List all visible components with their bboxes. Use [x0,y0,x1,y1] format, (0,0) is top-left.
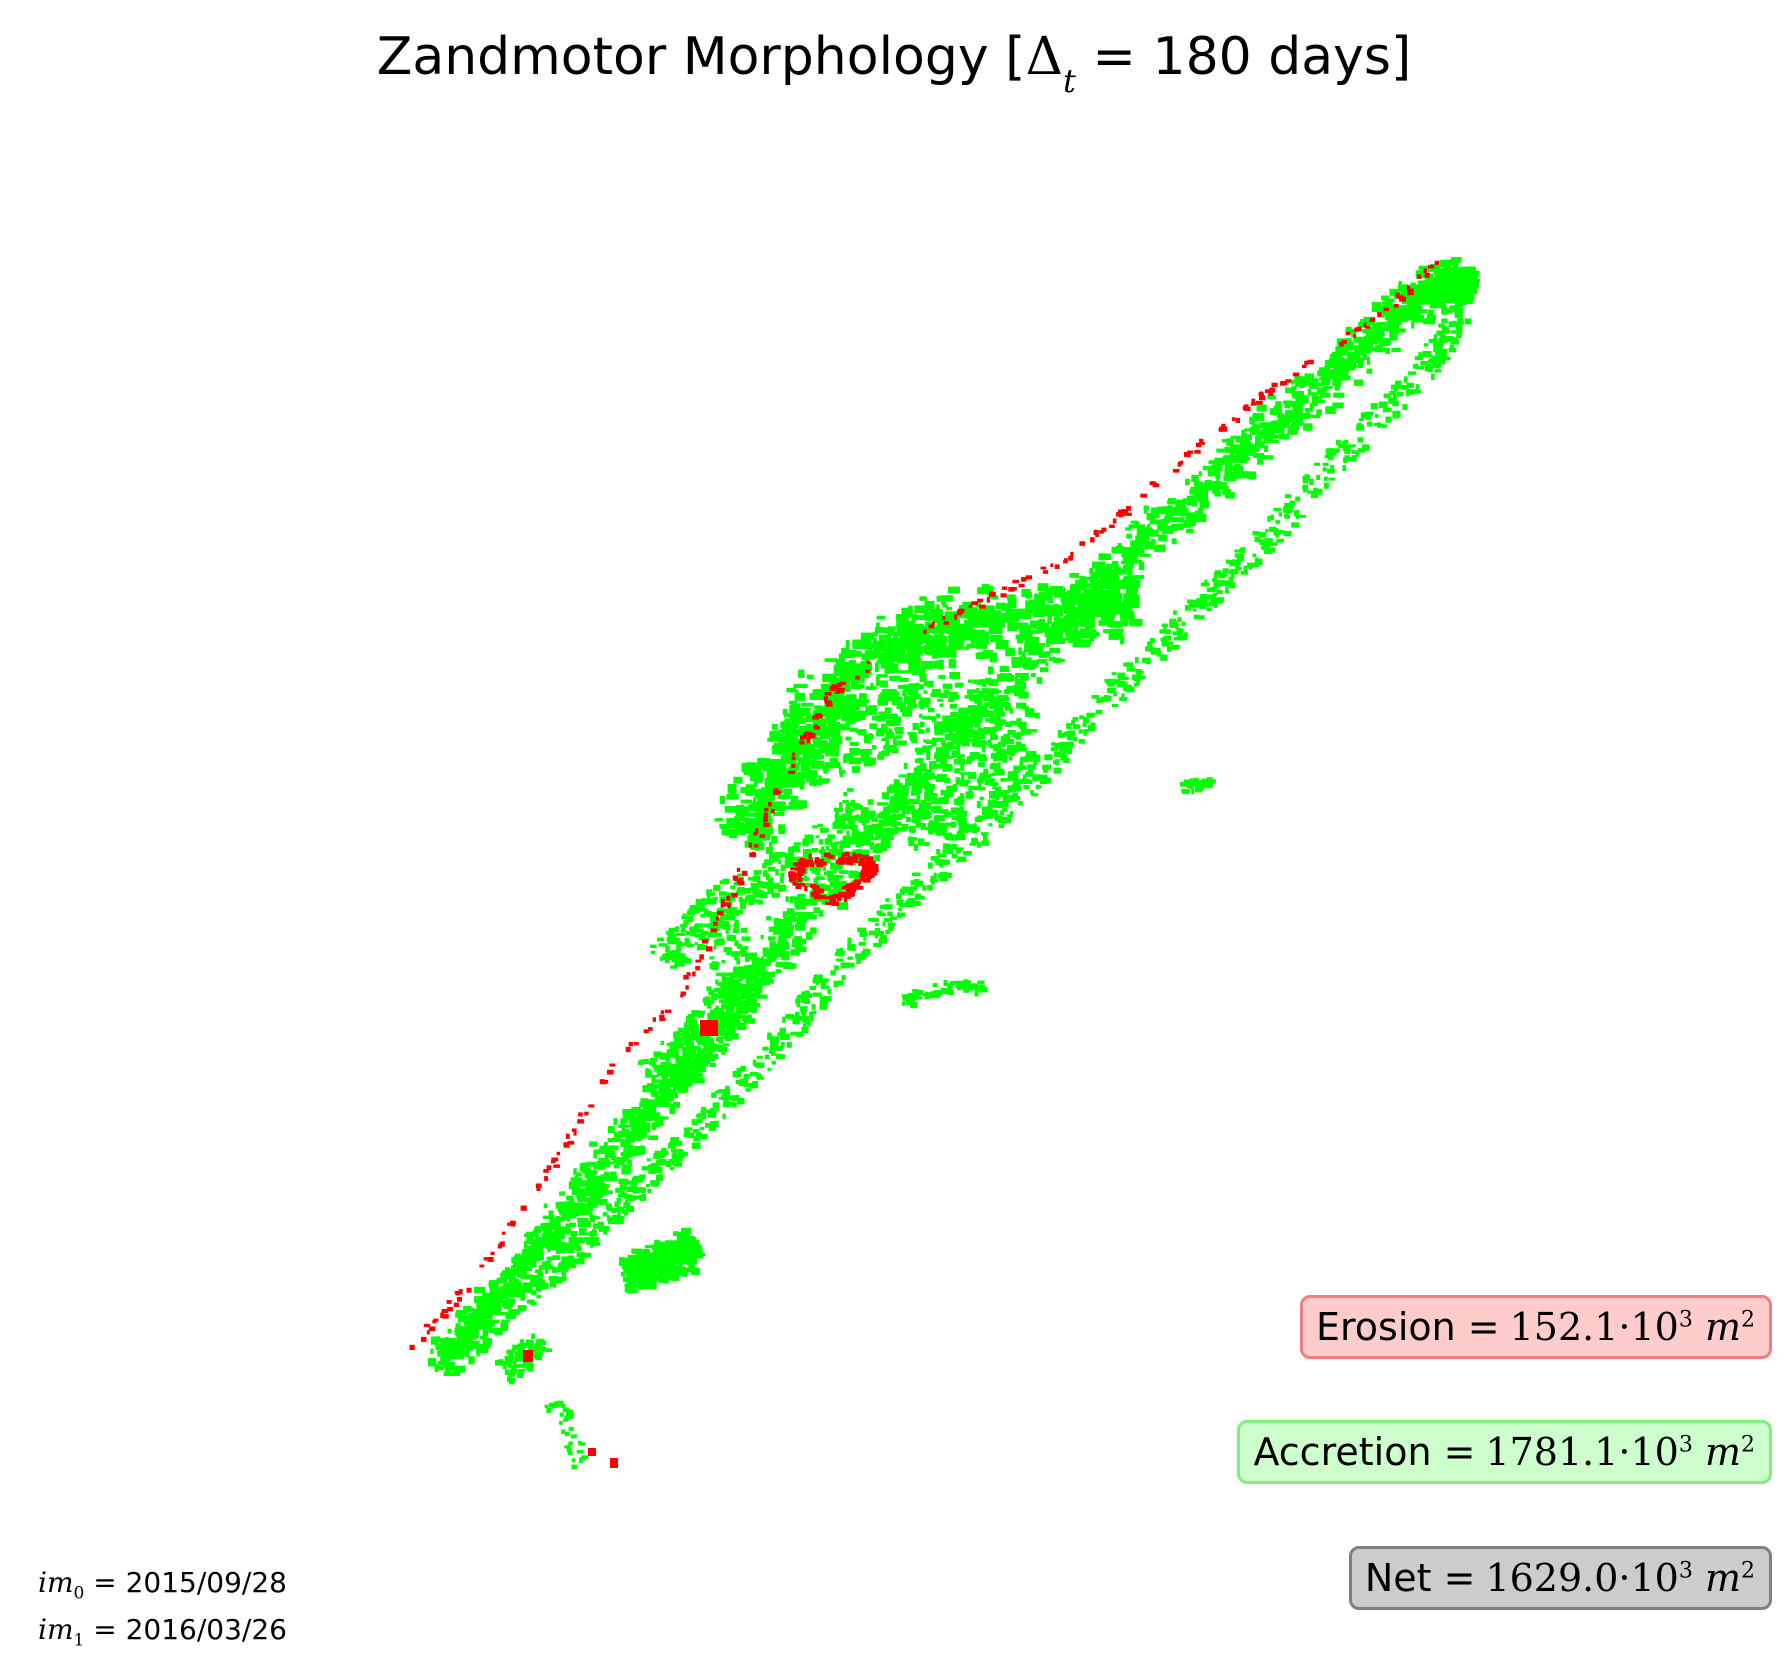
title-suffix: = 180 days] [1075,27,1412,87]
net-label: Net = [1364,1556,1476,1600]
image-dates: im0 = 2015/09/28 im1 = 2016/03/26 [38,1565,287,1658]
accretion-label: Accretion = [1253,1430,1476,1474]
erosion-areas [409,260,1440,1468]
net-value: 1629.0·103 m2 [1485,1556,1755,1600]
figure-title: Zandmotor Morphology [Δt = 180 days] [0,22,1788,100]
accretion-areas [427,257,1480,1470]
delta-symbol: Δ [1025,27,1063,87]
accretion-summary-box: Accretion = 1781.1·103 m2 [1237,1420,1772,1484]
delta-subscript: t [1063,62,1076,100]
net-summary-box: Net = 1629.0·103 m2 [1348,1546,1772,1610]
erosion-label: Erosion = [1315,1305,1500,1349]
erosion-value: 152.1·103 m2 [1509,1305,1755,1349]
erosion-summary-box: Erosion = 152.1·103 m2 [1299,1295,1772,1359]
image-date-1: im1 = 2016/03/26 [38,1612,287,1651]
accretion-value: 1781.1·103 m2 [1485,1430,1755,1474]
image-date-0: im0 = 2015/09/28 [38,1566,287,1604]
title-prefix: Zandmotor Morphology [ [376,27,1026,87]
